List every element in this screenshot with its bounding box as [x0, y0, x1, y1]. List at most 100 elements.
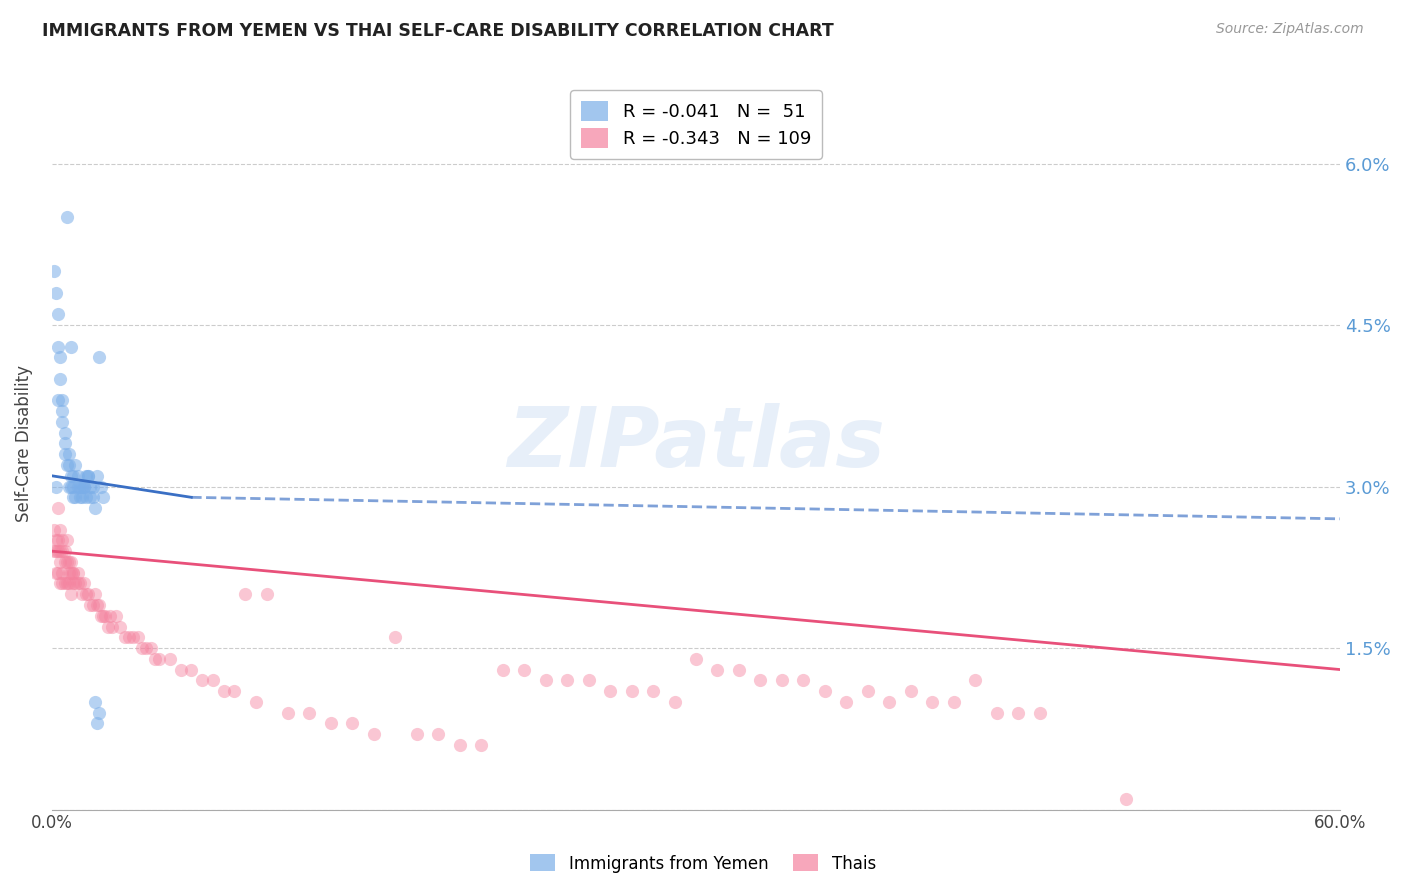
Point: [122, 630, 145, 644]
Point: [405, 727, 427, 741]
Point: [139, 641, 162, 656]
Text: ZIPatlas: ZIPatlas: [508, 403, 884, 484]
Point: [49, 576, 72, 591]
Point: [942, 695, 965, 709]
Point: [53, 425, 76, 440]
Point: [51, 393, 73, 408]
Point: [42, 264, 65, 278]
Point: [97, 619, 120, 633]
Point: [49, 523, 72, 537]
Point: [60, 566, 83, 580]
Point: [53, 436, 76, 450]
Point: [55, 458, 77, 472]
Point: [706, 663, 728, 677]
Point: [77, 468, 100, 483]
Point: [45, 566, 67, 580]
Point: [620, 684, 643, 698]
Point: [65, 576, 87, 591]
Point: [728, 663, 751, 677]
Text: IMMIGRANTS FROM YEMEN VS THAI SELF-CARE DISABILITY CORRELATION CHART: IMMIGRANTS FROM YEMEN VS THAI SELF-CARE …: [42, 22, 834, 40]
Point: [83, 695, 105, 709]
Point: [60, 340, 83, 354]
Point: [427, 727, 450, 741]
Point: [114, 630, 136, 644]
Point: [77, 587, 100, 601]
Point: [66, 576, 89, 591]
Point: [578, 673, 600, 688]
Point: [685, 652, 707, 666]
Point: [58, 479, 80, 493]
Point: [46, 533, 69, 548]
Point: [42, 544, 65, 558]
Point: [45, 479, 67, 493]
Point: [60, 468, 83, 483]
Point: [46, 340, 69, 354]
Point: [73, 479, 96, 493]
Point: [49, 544, 72, 558]
Point: [51, 404, 73, 418]
Point: [233, 587, 256, 601]
Point: [49, 555, 72, 569]
Text: Source: ZipAtlas.com: Source: ZipAtlas.com: [1216, 22, 1364, 37]
Point: [90, 608, 112, 623]
Point: [86, 468, 108, 483]
Point: [70, 587, 93, 601]
Point: [46, 393, 69, 408]
Point: [319, 716, 342, 731]
Point: [86, 716, 108, 731]
Point: [298, 706, 321, 720]
Point: [53, 544, 76, 558]
Point: [449, 738, 471, 752]
Point: [135, 641, 157, 656]
Point: [94, 608, 117, 623]
Y-axis label: Self-Care Disability: Self-Care Disability: [15, 365, 32, 522]
Point: [51, 544, 73, 558]
Point: [51, 533, 73, 548]
Point: [69, 479, 91, 493]
Point: [98, 608, 121, 623]
Point: [69, 491, 91, 505]
Point: [58, 447, 80, 461]
Point: [342, 716, 364, 731]
Point: [191, 673, 214, 688]
Point: [470, 738, 492, 752]
Point: [77, 468, 100, 483]
Point: [224, 684, 246, 698]
Point: [87, 351, 110, 365]
Point: [180, 663, 202, 677]
Point: [62, 566, 84, 580]
Point: [110, 619, 132, 633]
Point: [45, 544, 67, 558]
Point: [45, 533, 67, 548]
Point: [58, 576, 80, 591]
Point: [105, 608, 128, 623]
Point: [83, 501, 105, 516]
Point: [55, 533, 77, 548]
Point: [46, 566, 69, 580]
Point: [599, 684, 621, 698]
Point: [82, 491, 104, 505]
Point: [83, 587, 105, 601]
Point: [51, 576, 73, 591]
Point: [49, 372, 72, 386]
Point: [118, 630, 141, 644]
Point: [75, 491, 97, 505]
Point: [66, 479, 89, 493]
Point: [856, 684, 879, 698]
Point: [53, 447, 76, 461]
Point: [70, 479, 93, 493]
Point: [60, 555, 83, 569]
Point: [60, 479, 83, 493]
Point: [62, 468, 84, 483]
Point: [66, 566, 89, 580]
Point: [73, 576, 96, 591]
Point: [101, 619, 124, 633]
Point: [877, 695, 900, 709]
Point: [131, 641, 153, 656]
Point: [75, 587, 97, 601]
Point: [86, 598, 108, 612]
Point: [49, 351, 72, 365]
Legend: R = -0.041   N =  51, R = -0.343   N = 109: R = -0.041 N = 51, R = -0.343 N = 109: [571, 90, 821, 159]
Point: [51, 415, 73, 429]
Point: [749, 673, 772, 688]
